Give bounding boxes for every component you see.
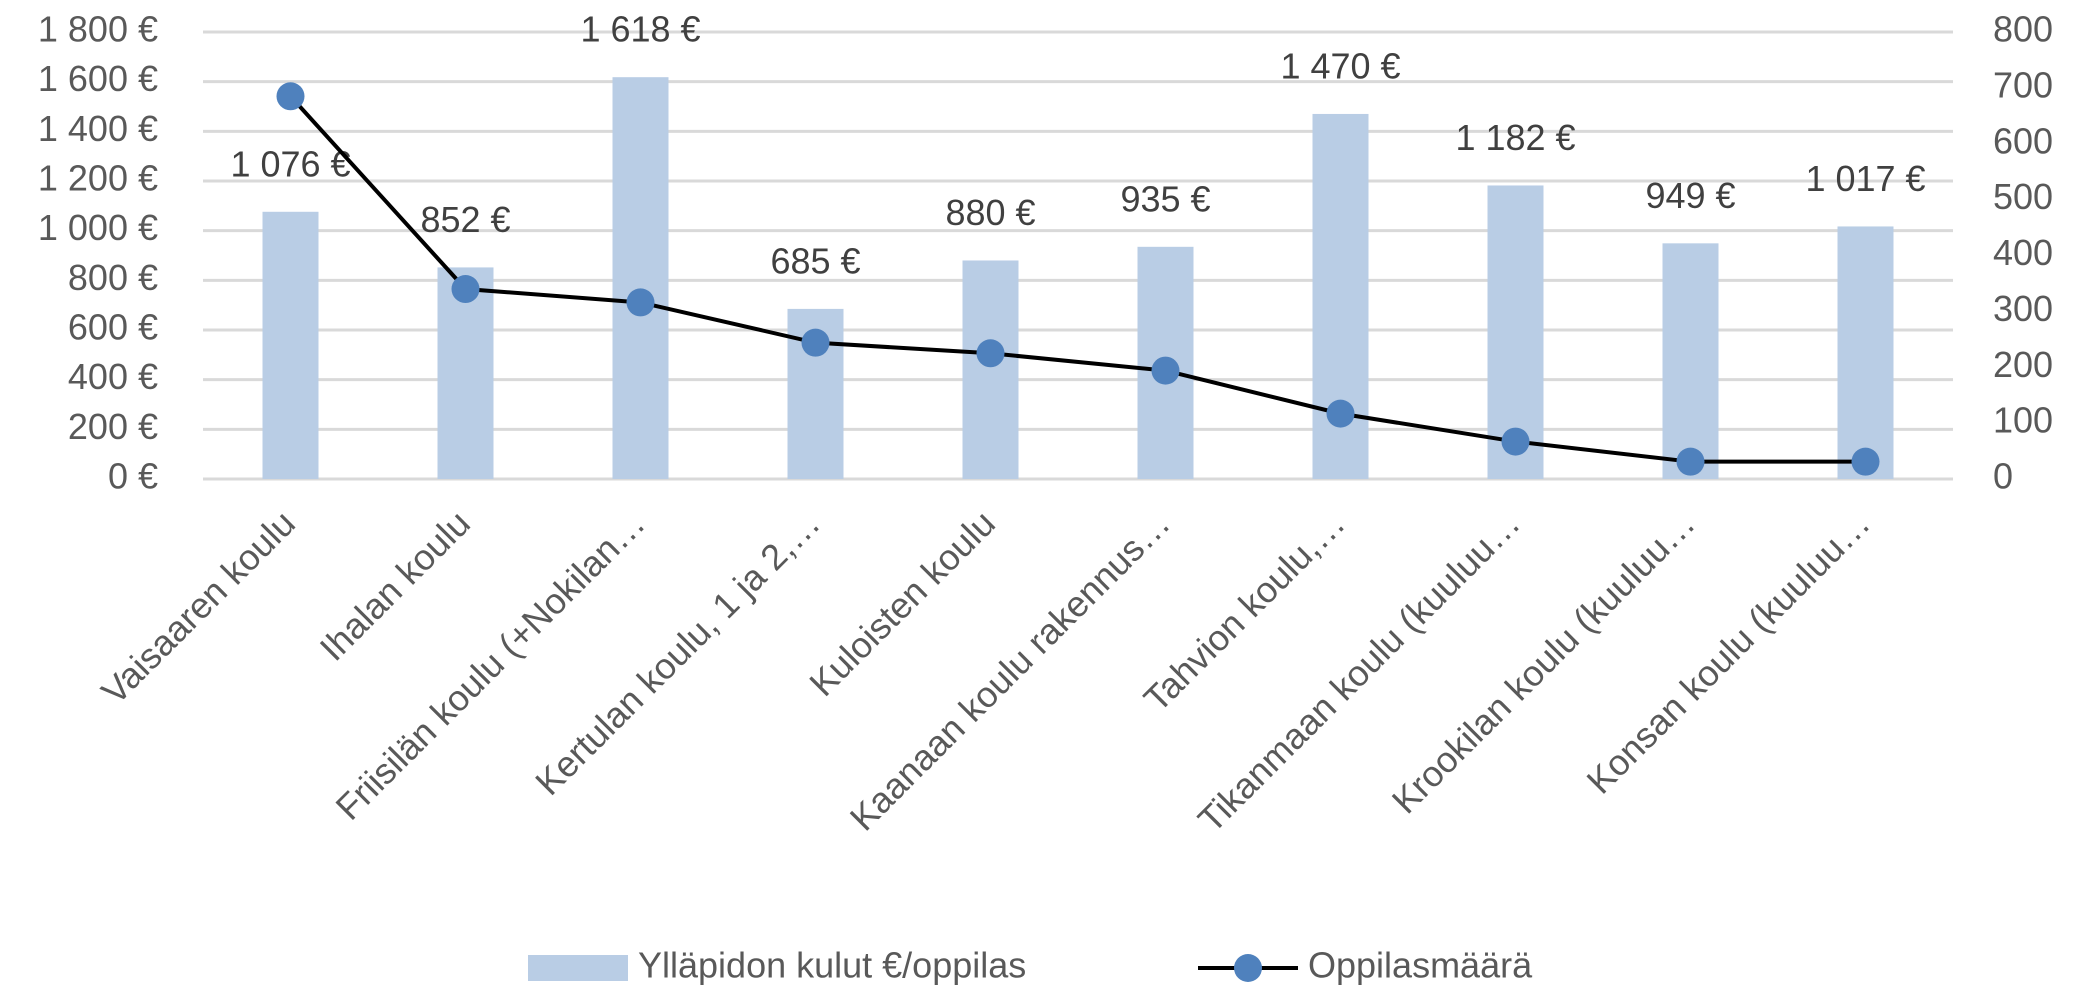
data-label: 1 017 € (1805, 158, 1925, 199)
x-tick-label: Kertulan koulu, 1 ja 2,… (527, 502, 828, 803)
bar (1662, 243, 1719, 479)
y2-tick-label: 400 (1993, 232, 2053, 273)
x-tick-label: Tikanmaan koulu (kuuluu… (1190, 502, 1528, 840)
x-tick-label: Ihalan koulu (312, 502, 478, 668)
bar (612, 77, 669, 480)
marker (976, 339, 1005, 368)
x-tick-label: Kaanaan koulu rakennus… (842, 502, 1178, 838)
data-label: 880 € (945, 192, 1035, 233)
x-tick-label: Konsan koulu (kuuluu… (1579, 502, 1878, 801)
line (289, 94, 1866, 464)
x-tick-label: Kuloisten koulu (801, 502, 1003, 704)
y2-tick-label: 600 (1993, 120, 2053, 161)
y-tick-label: 1 600 € (38, 58, 158, 99)
data-label: 852 € (420, 199, 510, 240)
marker (1151, 356, 1180, 385)
y2-tick-label: 100 (1993, 400, 2053, 441)
y2-tick-label: 500 (1993, 176, 2053, 217)
data-label: 1 182 € (1455, 117, 1575, 158)
y2-tick-label: 200 (1993, 344, 2053, 385)
marker (1501, 427, 1530, 456)
marker (451, 275, 480, 304)
x-tick-label: Krookilan koulu (kuuluu… (1384, 502, 1703, 821)
marker (1676, 447, 1705, 476)
y-tick-label: 1 000 € (38, 207, 158, 248)
marker (276, 82, 305, 111)
marker (1851, 447, 1880, 476)
legend-label: Oppilasmäärä (1308, 945, 1533, 986)
data-label: 1 470 € (1280, 45, 1400, 86)
bar (962, 260, 1019, 479)
bar (262, 211, 319, 479)
y-tick-label: 400 € (68, 356, 158, 397)
bar (1837, 226, 1894, 479)
data-label: 1 618 € (580, 9, 700, 50)
y-tick-label: 800 € (68, 257, 158, 298)
marker (801, 328, 830, 357)
y2-tick-label: 300 (1993, 288, 2053, 329)
y2-tick-label: 0 (1993, 456, 2013, 497)
legend-marker (1234, 954, 1262, 982)
y2-tick-label: 800 (1993, 9, 2053, 50)
marker (626, 288, 655, 317)
y-tick-label: 1 400 € (38, 108, 158, 149)
data-label: 949 € (1645, 175, 1735, 216)
legend-swatch (528, 955, 628, 981)
data-label: 685 € (770, 240, 860, 281)
x-tick-label: Vaisaaren koulu (93, 502, 303, 712)
grid (203, 30, 1953, 481)
y-tick-label: 600 € (68, 307, 158, 348)
y-tick-label: 0 € (108, 456, 158, 497)
y2-tick-label: 700 (1993, 64, 2053, 105)
data-label: 935 € (1120, 178, 1210, 219)
x-tick-label: Friisilän koulu (+Nokilan… (328, 502, 653, 827)
marker (1326, 399, 1355, 428)
data-label: 1 076 € (230, 143, 350, 184)
y-tick-label: 200 € (68, 406, 158, 447)
y-tick-label: 1 800 € (38, 9, 158, 50)
legend-label: Ylläpidon kulut €/oppilas (638, 945, 1026, 986)
y-tick-label: 1 200 € (38, 158, 158, 199)
